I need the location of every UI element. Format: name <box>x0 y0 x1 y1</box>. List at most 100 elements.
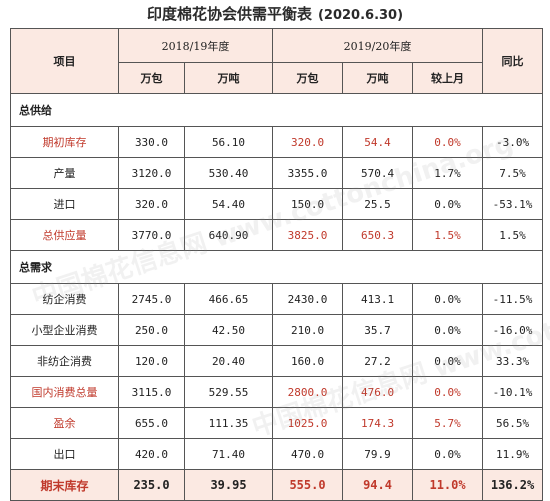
cell-value: -3.0% <box>482 126 544 158</box>
cell-value: 42.50 <box>183 314 274 346</box>
cell-value: 2430.0 <box>272 283 344 315</box>
table-row: 期初库存 330.0 56.10 320.0 54.4 0.0% -3.0% <box>10 126 544 158</box>
row-label: 期初库存 <box>10 126 119 158</box>
table-row: 出口 420.0 71.40 470.0 79.9 0.0% 11.9% <box>10 438 544 470</box>
cell-value: 3355.0 <box>272 157 344 189</box>
cell-value: 530.40 <box>183 157 274 189</box>
cell-value: 0.0% <box>412 283 484 315</box>
table-row: 盈余 655.0 111.35 1025.0 174.3 5.7% 56.5% <box>10 407 544 439</box>
section-total-demand: 总需求 <box>9 250 544 284</box>
cell-value: 570.4 <box>342 157 414 189</box>
cell-value: 79.9 <box>342 438 414 470</box>
cell-value: -16.0% <box>482 314 544 346</box>
header-unit-bales-2: 万包 <box>272 62 344 94</box>
table-row: 进口 320.0 54.40 150.0 25.5 0.0% -53.1% <box>10 188 544 220</box>
row-label: 非纺企消费 <box>10 345 119 377</box>
row-label: 进口 <box>10 188 119 220</box>
row-label: 期末库存 <box>10 469 119 501</box>
cell-value: 235.0 <box>118 469 185 501</box>
cell-value: 3115.0 <box>118 376 185 408</box>
cell-value: 529.55 <box>183 376 274 408</box>
table-row: 小型企业消费 250.0 42.50 210.0 35.7 0.0% -16.0… <box>10 314 544 346</box>
table-row-ending-stock: 期末库存 235.0 39.95 555.0 94.4 11.0% 136.2% <box>10 469 544 501</box>
row-label: 产量 <box>10 157 119 189</box>
cell-value: 174.3 <box>342 407 414 439</box>
supply-demand-table: 项目 2018/19年度 2019/20年度 同比 万包 万吨 万包 万吨 较上… <box>9 28 544 501</box>
cell-value: 20.40 <box>183 345 274 377</box>
cell-value: -10.1% <box>482 376 544 408</box>
cell-value: 56.10 <box>183 126 274 158</box>
cell-value: 1.5% <box>412 219 484 251</box>
title-text: 印度棉花协会供需平衡表 <box>146 5 312 23</box>
cell-value: 35.7 <box>342 314 414 346</box>
cell-value: 56.5% <box>482 407 544 439</box>
cell-value: 0.0% <box>412 126 484 158</box>
header-unit-tons-1: 万吨 <box>183 62 274 94</box>
table-title: 印度棉花协会供需平衡表 (2020.6.30) <box>0 0 550 28</box>
header-unit-tons-2: 万吨 <box>342 62 414 94</box>
cell-value: 25.5 <box>342 188 414 220</box>
row-label: 纺企消费 <box>10 283 119 315</box>
cell-value: 1025.0 <box>272 407 344 439</box>
cell-value: 71.40 <box>183 438 274 470</box>
cell-value: 11.0% <box>412 469 484 501</box>
cell-value: 160.0 <box>272 345 344 377</box>
cell-value: 7.5% <box>482 157 544 189</box>
cell-value: 27.2 <box>342 345 414 377</box>
cell-value: 1.5% <box>482 219 544 251</box>
cell-value: 33.3% <box>482 345 544 377</box>
cell-value: -11.5% <box>482 283 544 315</box>
cell-value: 476.0 <box>342 376 414 408</box>
cell-value: 650.3 <box>342 219 414 251</box>
cell-value: 320.0 <box>272 126 344 158</box>
cell-value: 320.0 <box>118 188 185 220</box>
cell-value: 210.0 <box>272 314 344 346</box>
cell-value: 413.1 <box>342 283 414 315</box>
cell-value: 330.0 <box>118 126 185 158</box>
header-year-2018-19: 2018/19年度 <box>117 28 274 63</box>
cell-value: -53.1% <box>482 188 544 220</box>
header-yoy: 同比 <box>482 28 544 94</box>
cell-value: 655.0 <box>118 407 185 439</box>
table-row: 总供应量 3770.0 640.90 3825.0 650.3 1.5% 1.5… <box>10 219 544 251</box>
row-label: 出口 <box>10 438 119 470</box>
title-date: (2020.6.30) <box>317 8 404 23</box>
table-row: 非纺企消费 120.0 20.40 160.0 27.2 0.0% 33.3% <box>10 345 544 377</box>
header-item: 项目 <box>10 28 119 94</box>
cell-value: 2745.0 <box>118 283 185 315</box>
cell-value: 5.7% <box>412 407 484 439</box>
cell-value: 0.0% <box>412 376 484 408</box>
cell-value: 54.40 <box>183 188 274 220</box>
cell-value: 466.65 <box>183 283 274 315</box>
cell-value: 150.0 <box>272 188 344 220</box>
header-unit-bales-1: 万包 <box>118 62 185 94</box>
header-year-2019-20: 2019/20年度 <box>272 28 484 63</box>
cell-value: 94.4 <box>342 469 414 501</box>
row-label: 总供应量 <box>10 219 119 251</box>
cell-value: 640.90 <box>183 219 274 251</box>
cell-value: 420.0 <box>118 438 185 470</box>
row-label: 盈余 <box>10 407 119 439</box>
cell-value: 111.35 <box>183 407 274 439</box>
cell-value: 54.4 <box>342 126 414 158</box>
cell-value: 3825.0 <box>272 219 344 251</box>
cell-value: 136.2% <box>482 469 544 501</box>
cell-value: 39.95 <box>183 469 274 501</box>
header-unit-mom: 较上月 <box>412 62 484 94</box>
cell-value: 0.0% <box>412 314 484 346</box>
cell-value: 0.0% <box>412 188 484 220</box>
cell-value: 120.0 <box>118 345 185 377</box>
table-row: 国内消费总量 3115.0 529.55 2800.0 476.0 0.0% -… <box>10 376 544 408</box>
row-label: 国内消费总量 <box>10 376 119 408</box>
cell-value: 3120.0 <box>118 157 185 189</box>
cell-value: 555.0 <box>272 469 344 501</box>
cell-value: 0.0% <box>412 438 484 470</box>
cell-value: 470.0 <box>272 438 344 470</box>
cell-value: 0.0% <box>412 345 484 377</box>
cell-value: 3770.0 <box>118 219 185 251</box>
cell-value: 11.9% <box>482 438 544 470</box>
section-total-supply: 总供给 <box>9 93 544 127</box>
cell-value: 250.0 <box>118 314 185 346</box>
table-row: 产量 3120.0 530.40 3355.0 570.4 1.7% 7.5% <box>10 157 544 189</box>
row-label: 小型企业消费 <box>10 314 119 346</box>
